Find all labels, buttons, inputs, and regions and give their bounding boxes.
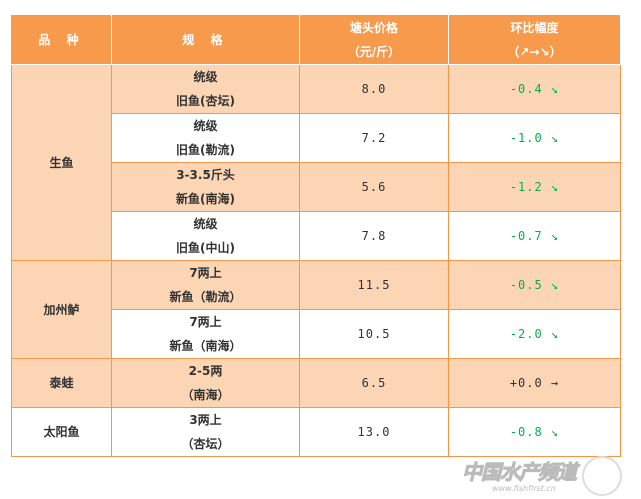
spec-cell: 7两上新鱼（南海） [111,309,300,359]
spec-line2: 新鱼(南海) [176,192,235,206]
price-cell: 13.0 [299,407,449,457]
spec-line2: 旧鱼(杏坛) [176,94,235,108]
header-change-line2: （↗→↘） [507,45,562,59]
price-cell: 7.2 [299,113,449,163]
watermark-logo: 中国水产频道 www.fishfirst.cn [462,456,637,499]
species-cell: 加州鲈 [11,260,112,359]
spec-cell: 统级旧鱼(勒流) [111,113,300,163]
table-row: 3-3.5斤头 新鱼(南海) 5.6 -1.2 ↘ [12,162,621,212]
spec-line2: 新鱼（勒流） [169,290,242,304]
watermark-url: www.fishfirst.cn [492,484,556,493]
spec-cell: 3-3.5斤头 新鱼(南海) [111,162,300,212]
change-cell: -0.8 ↘ [448,407,621,457]
spec-line1: 7两上 [189,266,222,280]
header-species: 品 种 [11,15,112,65]
spec-cell: 统级旧鱼(中山) [111,211,300,261]
change-cell: +0.0 → [448,358,621,408]
header-price-line2: （元/斤） [347,45,401,59]
table-row: 统级 旧鱼(勒流) 7.2 -1.0 ↘ [12,113,621,163]
species-cell: 泰蛙 [11,358,112,408]
change-cell: -1.0 ↘ [448,113,621,163]
price-cell: 11.5 [299,260,449,310]
spec-line2: （杏坛） [181,437,230,451]
spec-cell: 统级旧鱼(杏坛) [111,64,300,114]
spec-cell: 3两上 （杏坛） [111,407,300,457]
change-cell: -1.2 ↘ [448,162,621,212]
spec-line1: 统级 [193,70,218,84]
change-cell: -2.0 ↘ [448,309,621,359]
table-row: 加州鲈 7两上 新鱼（勒流） 11.5 -0.5 ↘ [11,260,621,359]
header-spec: 规 格 [111,15,300,65]
price-cell: 7.8 [299,211,449,261]
spec-line1: 3-3.5斤头 [176,168,235,182]
header-change-line1: 环比幅度 [510,21,559,35]
spec-cell: 2-5两 （南海） [111,358,300,408]
watermark-text: 中国水产频道 [462,460,578,485]
globe-icon [582,456,622,496]
price-table: 品 种 规 格 塘头价格 （元/斤） 环比幅度 （↗→↘） 生鱼 统级 旧鱼(杏坛) 8.… [11,15,621,457]
spec-line1: 7两上 [189,315,222,329]
table-row: 泰蛙 2-5两 （南海） 6.5 +0.0 → [11,358,621,408]
spec-line2: （南海） [181,388,230,402]
species-cell: 太阳鱼 [11,407,112,457]
change-cell: -0.4 ↘ [448,64,621,114]
spec-cell: 7两上新鱼（勒流） [111,260,300,310]
header-change: 环比幅度 （↗→↘） [448,15,621,65]
spec-line2: 旧鱼(中山) [176,241,235,255]
spec-line2: 旧鱼(勒流) [176,143,235,157]
species-cell: 生鱼 [11,64,112,261]
header-row: 品 种 规 格 塘头价格 （元/斤） 环比幅度 （↗→↘） [11,15,621,65]
header-price: 塘头价格 （元/斤） [299,15,449,65]
header-price-line1: 塘头价格 [349,21,398,35]
spec-line1: 2-5两 [188,364,223,378]
spec-line1: 统级 [193,217,218,231]
price-cell: 6.5 [299,358,449,408]
spec-line2: 新鱼（南海） [169,339,242,353]
spec-line1: 3两上 [189,413,222,427]
price-cell: 8.0 [299,64,449,114]
table-row: 生鱼 统级 旧鱼(杏坛) 8.0 -0.4 ↘ [11,64,621,261]
table-row: 太阳鱼 3两上 （杏坛） 13.0 -0.8 ↘ [11,407,621,457]
change-cell: -0.5 ↘ [448,260,621,310]
table-row: 7两上 新鱼（南海） 10.5 -2.0 ↘ [12,309,621,359]
spec-line1: 统级 [193,119,218,133]
price-cell: 5.6 [299,162,449,212]
price-cell: 10.5 [299,309,449,359]
watermark-text-block: 中国水产频道 www.fishfirst.cn [462,460,578,494]
change-cell: -0.7 ↘ [448,211,621,261]
table-row: 统级 旧鱼(中山) 7.8 -0.7 ↘ [12,211,621,261]
